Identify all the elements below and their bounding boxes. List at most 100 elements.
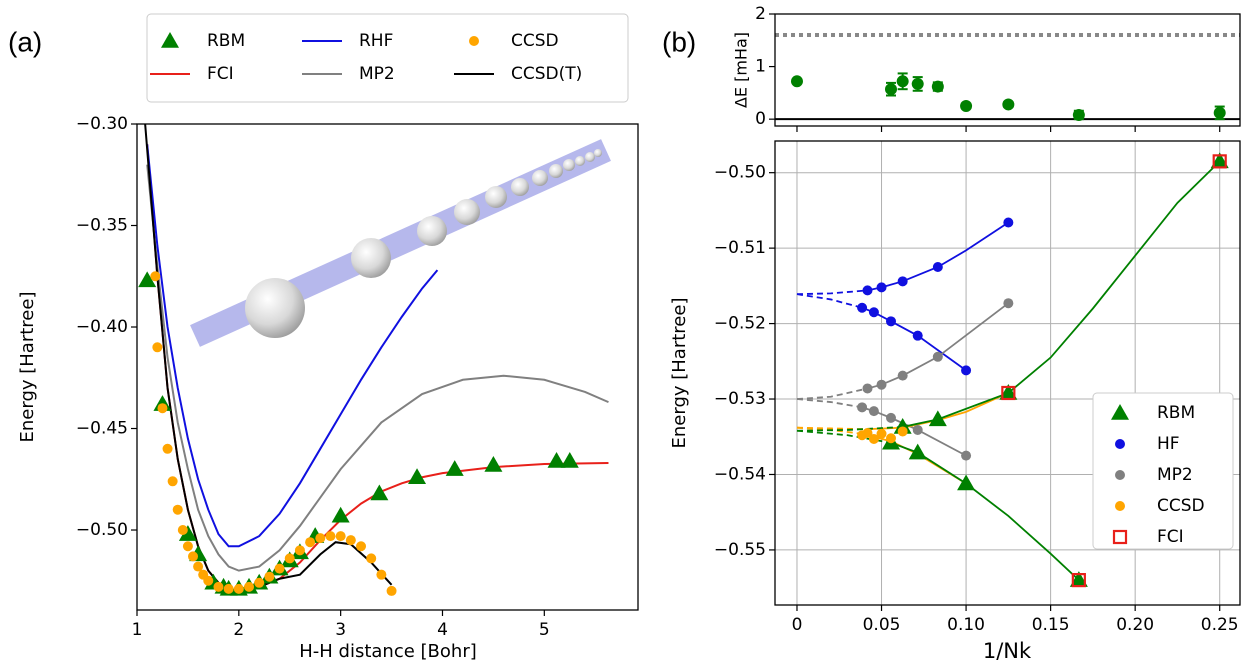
y-tick-label: −0.50 (714, 163, 766, 183)
y-axis-label: ΔE [mHa] (732, 32, 751, 108)
legend-swatch (1115, 439, 1125, 449)
y-tick-label: −0.45 (76, 419, 128, 439)
legend-label: HF (1157, 434, 1180, 454)
series-line (144, 124, 393, 592)
panel-label: (b) (662, 26, 696, 57)
circle-marker (264, 571, 275, 582)
legend-label: CCSD (511, 31, 559, 51)
circle-marker (857, 302, 868, 313)
circle-marker (356, 541, 367, 552)
circle-marker (366, 553, 377, 564)
circle-marker (315, 533, 326, 544)
circle-marker (162, 443, 173, 454)
atom (454, 199, 480, 225)
y-tick-label: −0.40 (76, 317, 128, 337)
y-axis-label: Energy [Hartree] (669, 298, 690, 449)
legend-swatch (469, 36, 479, 46)
y-tick-label: −0.30 (76, 114, 128, 134)
circle-marker (885, 316, 896, 327)
atom (485, 186, 507, 208)
plot-area (138, 124, 609, 596)
circle-marker (1003, 298, 1014, 309)
circle-marker (896, 75, 909, 88)
circle-marker (885, 433, 896, 444)
x-tick-label: 0.10 (947, 615, 985, 635)
series-line (890, 441, 1080, 581)
chain-inset (190, 138, 612, 352)
circle-marker (862, 285, 873, 296)
circle-marker (885, 412, 896, 423)
triangle-marker (331, 506, 350, 523)
circle-marker (876, 379, 887, 390)
triangle-marker (908, 443, 927, 460)
circle-marker (961, 365, 972, 376)
circle-marker (203, 575, 214, 586)
legend-label: RBM (207, 31, 245, 51)
triangle-marker (957, 474, 976, 491)
circle-marker (876, 428, 887, 439)
circle-marker (157, 403, 168, 414)
x-tick-label: 0.25 (1201, 615, 1239, 635)
triangle-marker (408, 468, 427, 484)
circle-marker (912, 424, 923, 435)
y-tick-label: 0 (755, 109, 766, 129)
atom (563, 159, 575, 171)
triangle-marker (928, 410, 947, 427)
triangle-marker (484, 456, 503, 472)
series-line (796, 398, 863, 409)
x-tick-label: 0.05 (863, 615, 901, 635)
circle-marker (376, 569, 387, 580)
x-tick-label: 0 (792, 615, 803, 635)
series-line (146, 144, 439, 548)
x-tick-label: 5 (539, 620, 550, 640)
circle-marker (932, 351, 943, 362)
circle-marker (284, 553, 295, 564)
circle-marker (857, 402, 868, 413)
circle-marker (152, 342, 163, 353)
triangle-marker (178, 525, 197, 541)
y-tick-label: 2 (755, 4, 766, 24)
series-line (867, 221, 1009, 292)
circle-marker (386, 585, 397, 596)
atom (511, 178, 529, 196)
square-marker (1212, 154, 1227, 169)
circle-marker (182, 541, 193, 552)
triangle-marker (999, 383, 1018, 400)
circle-marker (868, 406, 879, 417)
atom (245, 278, 305, 338)
y-tick-label: −0.50 (76, 520, 128, 540)
triangle-marker (445, 460, 464, 476)
x-axis-label: 1/Nk (983, 639, 1032, 663)
circle-marker (150, 271, 161, 282)
triangle-marker (1069, 571, 1088, 587)
y-tick-label: −0.53 (714, 389, 766, 409)
circle-marker (223, 583, 234, 594)
circle-marker (1072, 108, 1085, 121)
square-marker (1071, 573, 1086, 588)
circle-marker (244, 581, 255, 592)
plot-area (796, 152, 1229, 588)
circle-marker (325, 531, 336, 542)
legend-box (1092, 392, 1234, 550)
x-tick-label: 3 (335, 620, 346, 640)
x-tick-label: 4 (437, 620, 448, 640)
square-marker (1001, 385, 1016, 401)
circle-marker (911, 77, 924, 90)
triangle-marker (560, 451, 579, 468)
series-line (902, 160, 1221, 428)
circle-marker (897, 276, 908, 287)
circle-marker (862, 383, 873, 394)
series-line (796, 426, 903, 432)
legend-label: RHF (359, 31, 393, 51)
atom (532, 170, 548, 186)
x-tick-label: 1 (132, 620, 143, 640)
circle-marker (862, 427, 873, 438)
y-axis-label: Energy [Hartree] (17, 292, 38, 443)
circle-marker (1213, 106, 1226, 119)
circle-marker (868, 434, 879, 445)
axes-frame (136, 123, 639, 611)
triangle-marker (547, 451, 566, 468)
legend-box (146, 13, 629, 103)
